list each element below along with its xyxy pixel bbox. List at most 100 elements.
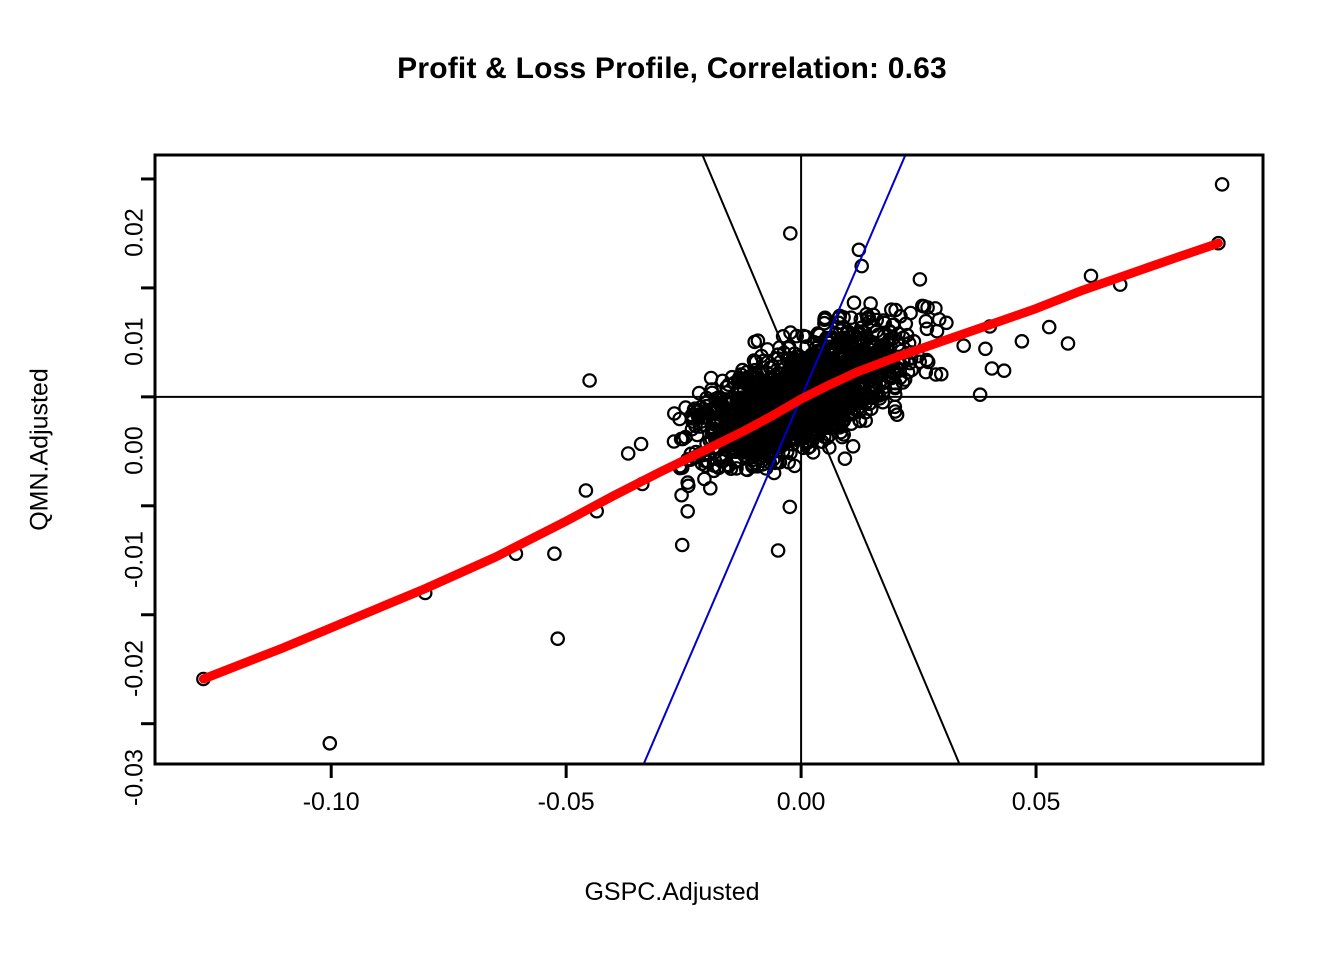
scatter-point <box>775 328 791 344</box>
scatter-point <box>866 335 881 350</box>
scatter-point <box>754 453 770 468</box>
scatter-point <box>939 315 954 331</box>
scatter-point <box>720 407 736 422</box>
x-tick-label: -0.05 <box>537 788 595 816</box>
scatter-point-outlier <box>1083 268 1099 284</box>
scatter-point-outlier <box>578 483 594 498</box>
scatter-point-outlier <box>903 305 918 321</box>
scatter-point <box>890 337 906 352</box>
inverse-reference-line <box>701 155 961 764</box>
scatter-point-outlier <box>1041 319 1057 335</box>
scatter-point <box>684 407 700 423</box>
scatter-point <box>868 388 884 404</box>
scatter-point <box>846 295 862 310</box>
x-tick-label: 0.05 <box>1011 788 1061 816</box>
scatter-point <box>886 366 902 381</box>
scatter-point <box>895 375 911 390</box>
clipped-series <box>155 155 1263 764</box>
scatter-point <box>918 313 934 329</box>
scatter-point <box>886 317 901 332</box>
x-axis-label: GSPC.Adjusted <box>584 878 760 906</box>
scatter-point <box>703 370 719 386</box>
scatter-point <box>787 346 802 361</box>
scatter-point <box>781 454 796 470</box>
scatter-point <box>809 353 824 368</box>
y-tick-label: 0.02 <box>120 208 149 257</box>
scatter-point-outlier <box>547 546 562 561</box>
scatter-point <box>888 302 903 318</box>
scatter-point <box>823 352 838 368</box>
scatter-point <box>774 371 789 386</box>
scatter-point <box>734 371 749 387</box>
scatter-points <box>196 177 1230 751</box>
scatter-point <box>723 461 739 476</box>
scatter-point <box>839 354 854 370</box>
scatter-point <box>709 400 725 416</box>
scatter-point <box>866 390 881 406</box>
scatter-point <box>843 310 859 325</box>
y-tick-label: -0.03 <box>120 748 149 806</box>
scatter-point <box>747 431 762 446</box>
scatter-point <box>761 430 777 445</box>
scatter-point <box>789 349 805 364</box>
scatter-point <box>840 407 856 423</box>
scatter-point <box>830 356 845 371</box>
scatter-point <box>770 434 786 449</box>
scatter-point <box>754 348 769 364</box>
scatter-point <box>710 415 726 431</box>
scatter-point <box>845 438 861 454</box>
scatter-point <box>680 475 695 490</box>
scatter-point <box>675 431 691 447</box>
scatter-point <box>803 418 819 434</box>
scatter-point <box>912 272 928 287</box>
scatter-point <box>929 323 945 339</box>
scatter-point-outlier <box>956 338 971 353</box>
scatter-point <box>684 421 700 437</box>
scatter-point-outlier <box>322 735 338 751</box>
scatter-point <box>889 407 905 422</box>
scatter-point <box>674 487 689 503</box>
scatter-point <box>794 415 809 431</box>
scatter-point <box>862 314 877 330</box>
x-tick-label: 0.00 <box>776 788 826 816</box>
scatter-point <box>819 420 835 435</box>
scatter-point <box>920 354 936 370</box>
scatter-point <box>741 443 757 459</box>
scatter-point-outlier <box>984 361 1000 376</box>
scatter-point <box>747 334 762 350</box>
scatter-point <box>680 503 695 519</box>
scatter-point <box>633 436 649 452</box>
scatter-point-outlier <box>582 373 597 388</box>
scatter-point <box>912 354 927 370</box>
scatter-point <box>882 324 898 340</box>
scatter-point <box>742 400 757 415</box>
scatter-point-outlier <box>770 543 786 558</box>
scatter-point-outlier <box>1214 177 1230 192</box>
y-axis-label: QMN.Adjusted <box>25 368 54 531</box>
scatter-point <box>794 369 810 385</box>
scatter-point <box>778 425 793 441</box>
scatter-point <box>702 480 718 496</box>
scatter-point <box>821 440 837 455</box>
scatter-point <box>815 403 831 418</box>
x-tick-label: -0.10 <box>302 788 360 816</box>
scatter-point <box>729 461 744 476</box>
scatter-point <box>837 451 853 466</box>
scatter-point <box>806 334 822 350</box>
scatter-point-outlier <box>996 363 1012 378</box>
scatter-point <box>746 353 762 368</box>
y-tick-label: -0.02 <box>120 639 149 697</box>
scatter-point <box>783 325 798 340</box>
scatter-point <box>978 341 993 357</box>
scatter-point-outlier <box>883 302 899 317</box>
scatter-point <box>819 332 835 348</box>
scatter-point-outlier <box>1060 336 1076 351</box>
scatter-point <box>760 396 775 411</box>
plot-frame <box>153 153 1265 766</box>
scatter-point-outlier <box>782 226 798 241</box>
scatter-point <box>719 379 734 395</box>
scatter-point <box>835 330 851 346</box>
scatter-point <box>834 429 850 445</box>
scatter-point <box>666 434 682 449</box>
